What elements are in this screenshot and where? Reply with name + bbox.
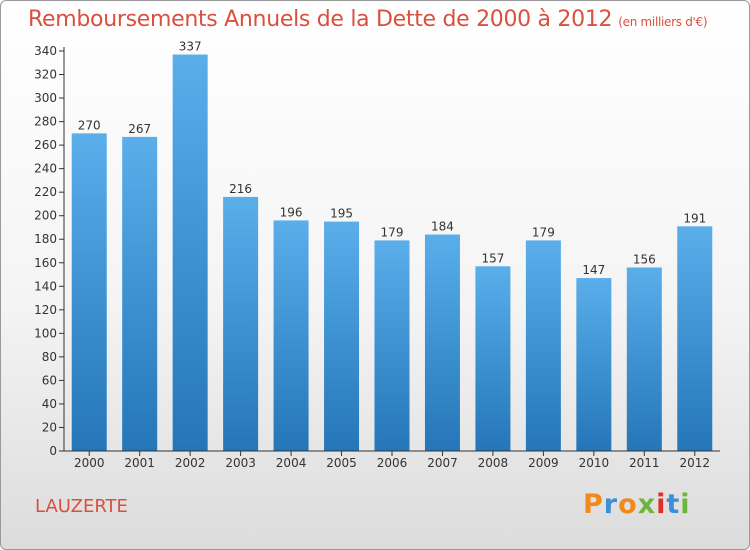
y-tick-label: 40 bbox=[42, 397, 57, 411]
bar bbox=[71, 133, 107, 451]
y-tick-label: 80 bbox=[42, 350, 57, 364]
x-tick-label: 2011 bbox=[629, 456, 660, 470]
data-label: 156 bbox=[633, 252, 656, 266]
y-tick-label: 100 bbox=[34, 326, 57, 340]
y-tick-label: 280 bbox=[34, 115, 57, 129]
logo-letter: t bbox=[666, 489, 681, 520]
data-label: 147 bbox=[582, 263, 605, 277]
x-tick-label: 2006 bbox=[377, 456, 408, 470]
y-tick-label: 300 bbox=[34, 91, 57, 105]
bar bbox=[324, 221, 360, 451]
x-tick-label: 2005 bbox=[326, 456, 357, 470]
y-tick-label: 260 bbox=[34, 138, 57, 152]
logo-letter: r bbox=[603, 489, 619, 520]
bar bbox=[424, 234, 460, 451]
y-tick-label: 60 bbox=[42, 373, 57, 387]
data-label: 179 bbox=[532, 225, 555, 239]
data-label: 184 bbox=[431, 220, 454, 234]
y-tick-label: 320 bbox=[34, 68, 57, 82]
logo-letter: o bbox=[618, 489, 638, 520]
bar bbox=[273, 220, 309, 451]
y-tick-label: 120 bbox=[34, 303, 57, 317]
bar bbox=[475, 266, 511, 451]
bar bbox=[122, 136, 158, 451]
data-label: 191 bbox=[683, 211, 706, 225]
logo-letter: P bbox=[583, 489, 604, 520]
logo-letter: i bbox=[680, 489, 691, 520]
bars: 270 267 337 216 196 195 179 184 157 179 147 156 191 bbox=[71, 40, 713, 451]
bar bbox=[374, 240, 410, 451]
chart-title-text: Remboursements Annuels de la Dette de 20… bbox=[28, 7, 613, 32]
x-tick-label: 2009 bbox=[528, 456, 559, 470]
data-label: 267 bbox=[128, 122, 151, 136]
x-axis: 2000 2001 2002 2003 2004 2005 2006 2007 2008 2009… bbox=[64, 450, 720, 470]
bar bbox=[525, 240, 561, 451]
x-tick-label: 2004 bbox=[276, 456, 307, 470]
data-label: 157 bbox=[481, 251, 504, 265]
bar bbox=[172, 54, 208, 451]
y-tick-label: 140 bbox=[34, 279, 57, 293]
x-tick-label: 2008 bbox=[478, 456, 509, 470]
x-tick-label: 2002 bbox=[175, 456, 206, 470]
y-tick-label: 200 bbox=[34, 209, 57, 223]
proxiti-logo: Proxiti bbox=[583, 489, 691, 520]
logo-letter: x bbox=[637, 489, 657, 520]
data-label: 216 bbox=[229, 182, 252, 196]
data-label: 270 bbox=[78, 118, 101, 132]
commune-name: LAUZERTE bbox=[35, 496, 128, 517]
bar bbox=[677, 226, 713, 451]
logo-letter: i bbox=[656, 489, 667, 520]
y-tick-label: 220 bbox=[34, 185, 57, 199]
data-label: 337 bbox=[179, 40, 202, 54]
x-tick-label: 2003 bbox=[225, 456, 256, 470]
chart-unit: (en milliers d'€) bbox=[618, 15, 708, 29]
data-label: 195 bbox=[330, 207, 353, 221]
y-tick-label: 0 bbox=[49, 444, 57, 458]
data-label: 196 bbox=[280, 205, 303, 219]
chart-title: Remboursements Annuels de la Dette de 20… bbox=[28, 7, 708, 32]
y-tick-label: 20 bbox=[42, 420, 57, 434]
data-label: 179 bbox=[381, 225, 404, 239]
x-tick-label: 2010 bbox=[579, 456, 610, 470]
x-tick-label: 2000 bbox=[74, 456, 105, 470]
y-axis: 0 20 40 60 80 100 120 140 160 180 200 220 240 260 280 3… bbox=[34, 44, 65, 458]
x-tick-label: 2007 bbox=[427, 456, 458, 470]
bar bbox=[576, 278, 612, 451]
y-tick-label: 160 bbox=[34, 256, 57, 270]
y-tick-label: 240 bbox=[34, 162, 57, 176]
x-tick-label: 2012 bbox=[679, 456, 710, 470]
x-tick-label: 2001 bbox=[124, 456, 155, 470]
y-tick-label: 340 bbox=[34, 44, 57, 58]
y-tick-label: 180 bbox=[34, 232, 57, 246]
bar bbox=[626, 267, 662, 451]
bar bbox=[223, 196, 259, 451]
